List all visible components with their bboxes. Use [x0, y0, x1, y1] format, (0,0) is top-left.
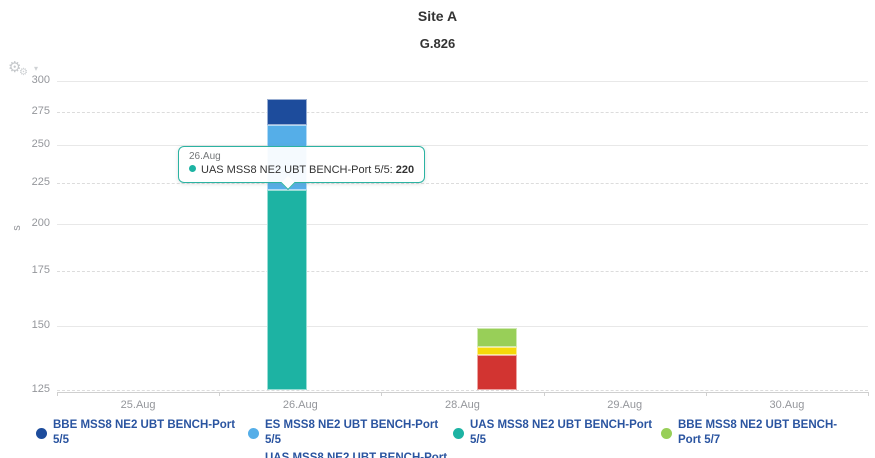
y-axis-tick-label: 125	[31, 383, 50, 395]
chart-subtitle: G.826	[419, 36, 456, 51]
gear-icon: ⚙	[8, 59, 22, 76]
bar-segment[interactable]	[476, 347, 517, 356]
legend-item[interactable]: BBE MSS8 NE2 UBT BENCH-Port 5/5	[36, 418, 248, 448]
x-axis-tick	[705, 392, 707, 396]
x-axis-category-label: 25.Aug	[120, 399, 156, 411]
tooltip-date: 26.Aug	[189, 151, 221, 162]
series-dot-icon	[189, 165, 196, 172]
y-gridline	[57, 182, 868, 184]
tooltip-series-label: UAS MSS8 NE2 UBT BENCH-Port 5/5:	[201, 164, 393, 176]
x-axis-line	[57, 392, 868, 393]
y-gridline	[57, 224, 868, 226]
y-gridline	[57, 390, 868, 391]
chevron-down-icon: ▾	[34, 64, 39, 73]
chart-settings-button[interactable]: ⚙ ⚙ ▾	[8, 60, 44, 82]
legend-dot-icon	[36, 427, 47, 439]
y-axis-tick-label: 250	[31, 138, 50, 151]
tooltip-value: 220	[395, 164, 415, 176]
legend-item-label: UAS MSS8 NE2 UBT BENCH-Port 5/7	[265, 452, 448, 458]
legend: BBE MSS8 NE2 UBT BENCH-Port 5/5 ES MSS8 N…	[36, 418, 856, 458]
x-axis-tick	[381, 392, 383, 396]
x-axis-category-label: 29.Aug	[607, 399, 643, 411]
legend-item[interactable]: BBE MSS8 NE2 UBT BENCH-Port 5/7	[661, 418, 856, 448]
y-gridline	[57, 111, 868, 113]
legend-item-label: UAS MSS8 NE2 UBT BENCH-Port 5/5	[470, 419, 653, 446]
gear-small-icon: ⚙	[19, 67, 28, 78]
legend-item[interactable]: ES MSS8 NE2 UBT BENCH-Port 5/5	[248, 418, 453, 448]
legend-item[interactable]: UAS MSS8 NE2 UBT BENCH-Port 5/5	[453, 418, 661, 448]
y-axis-tick-label: 200	[31, 217, 50, 230]
tooltip: 26.Aug UAS MSS8 NE2 UBT BENCH-Port 5/5: 2…	[178, 146, 426, 191]
y-gridline	[57, 271, 868, 273]
x-axis-category-label: 30.Aug	[769, 399, 805, 411]
y-axis-tick-label: 225	[31, 175, 50, 188]
legend-dot-icon	[661, 427, 672, 439]
x-axis-tick	[868, 392, 869, 396]
y-axis-tick-label: 300	[31, 74, 50, 86]
y-axis-tick-label: 150	[31, 318, 50, 331]
legend-dot-icon	[453, 427, 464, 439]
legend-item[interactable]: ES MSS8 NE2 UBT BENCH-Port 5/7	[36, 451, 248, 458]
y-gridline	[57, 145, 868, 147]
x-axis-tick	[57, 392, 58, 396]
legend-item-label: BBE MSS8 NE2 UBT BENCH-Port 5/5	[53, 419, 236, 446]
legend-dot-icon	[248, 427, 259, 439]
x-axis-category-label: 28.Aug	[445, 399, 480, 411]
legend-item[interactable]: UAS MSS8 NE2 UBT BENCH-Port 5/7	[248, 451, 453, 458]
legend-item-label: ES MSS8 NE2 UBT BENCH-Port 5/5	[265, 419, 439, 446]
bar-segment[interactable]	[267, 190, 308, 390]
x-axis-tick	[219, 392, 221, 396]
bar-segment[interactable]	[476, 328, 517, 348]
bar-segment[interactable]	[267, 99, 308, 125]
y-gridline	[57, 325, 868, 327]
bar-segment[interactable]	[476, 355, 517, 390]
y-axis-tick-label: 175	[31, 264, 50, 277]
chart-title: Site A	[417, 8, 458, 24]
tooltip-series-line: UAS MSS8 NE2 UBT BENCH-Port 5/5: 220	[189, 164, 414, 176]
x-axis-tick	[543, 392, 545, 396]
y-gridline	[57, 81, 868, 82]
y-axis-tick-label: 275	[31, 104, 50, 117]
x-axis-category-label: 26.Aug	[282, 399, 318, 411]
legend-item-label: BBE MSS8 NE2 UBT BENCH-Port 5/7	[678, 419, 838, 446]
